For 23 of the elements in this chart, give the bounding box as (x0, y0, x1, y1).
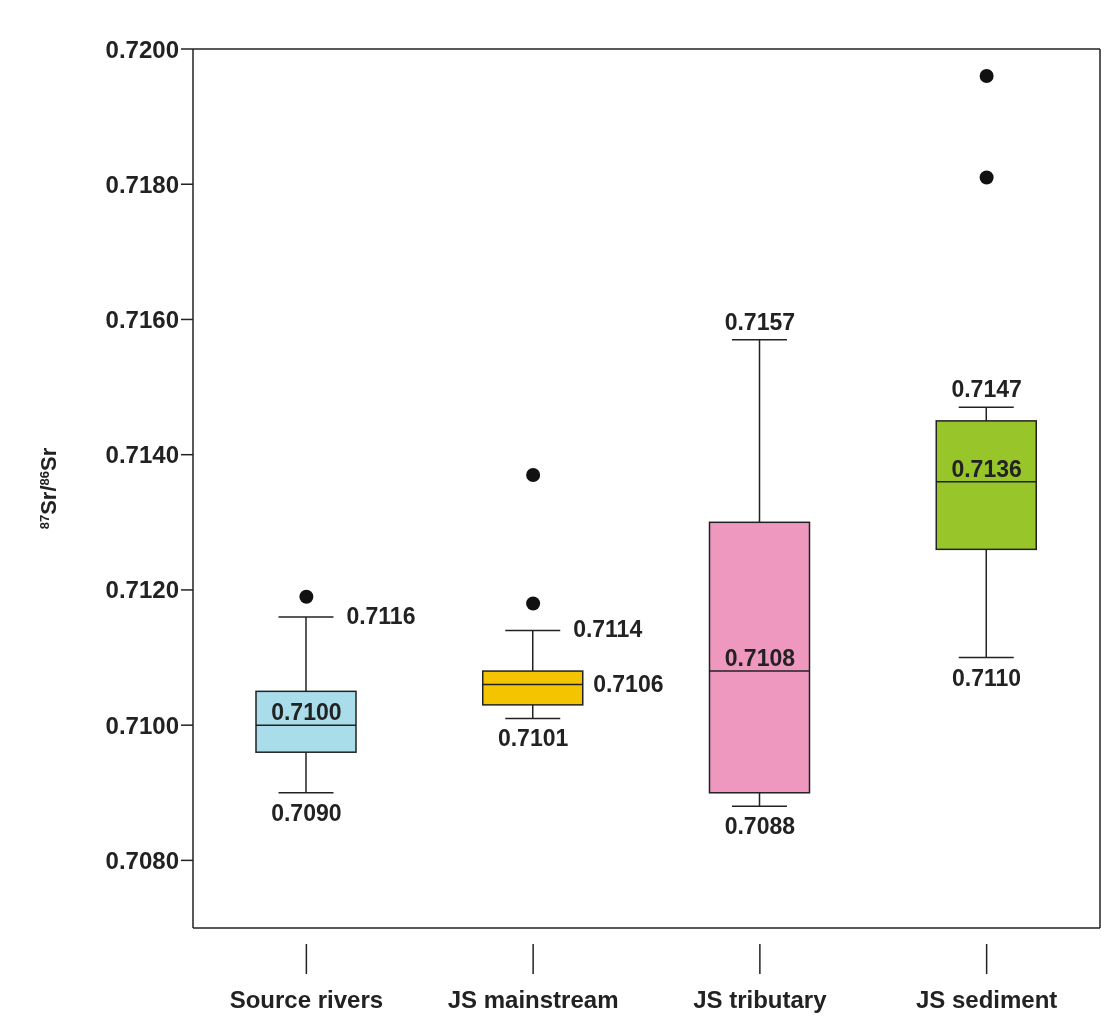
x-tick-label: JS tributary (693, 986, 828, 1013)
annotation: 0.7106 (593, 670, 664, 697)
y-tick-label: 0.7080 (105, 846, 179, 874)
y-tick-label: 0.7120 (105, 576, 179, 604)
annotation: 0.7147 (951, 376, 1022, 403)
x-tick-label: JS sediment (915, 986, 1058, 1013)
annotation: 0.7090 (271, 799, 342, 826)
x-tick-label: JS mainstream (447, 986, 619, 1013)
x-tick-label: Source rivers (229, 986, 384, 1013)
annotation: 0.7114 (573, 616, 643, 643)
annotation: 0.7100 (271, 699, 342, 726)
y-tick-label: 0.7180 (105, 170, 179, 198)
annotation: 0.7157 (724, 308, 796, 335)
y-tick-label: 0.7160 (105, 305, 179, 333)
annotation: 0.7088 (724, 813, 796, 840)
y-tick-label: 0.7200 (105, 35, 179, 63)
annotation: 0.7108 (724, 645, 796, 672)
y-tick-label: 0.7140 (105, 441, 179, 469)
annotation: 0.7110 (952, 664, 1022, 691)
annotation: 0.7101 (497, 725, 569, 752)
y-tick-label: 0.7100 (105, 711, 179, 739)
annotation: 0.7116 (346, 602, 416, 629)
annotation: 0.7136 (951, 455, 1022, 482)
